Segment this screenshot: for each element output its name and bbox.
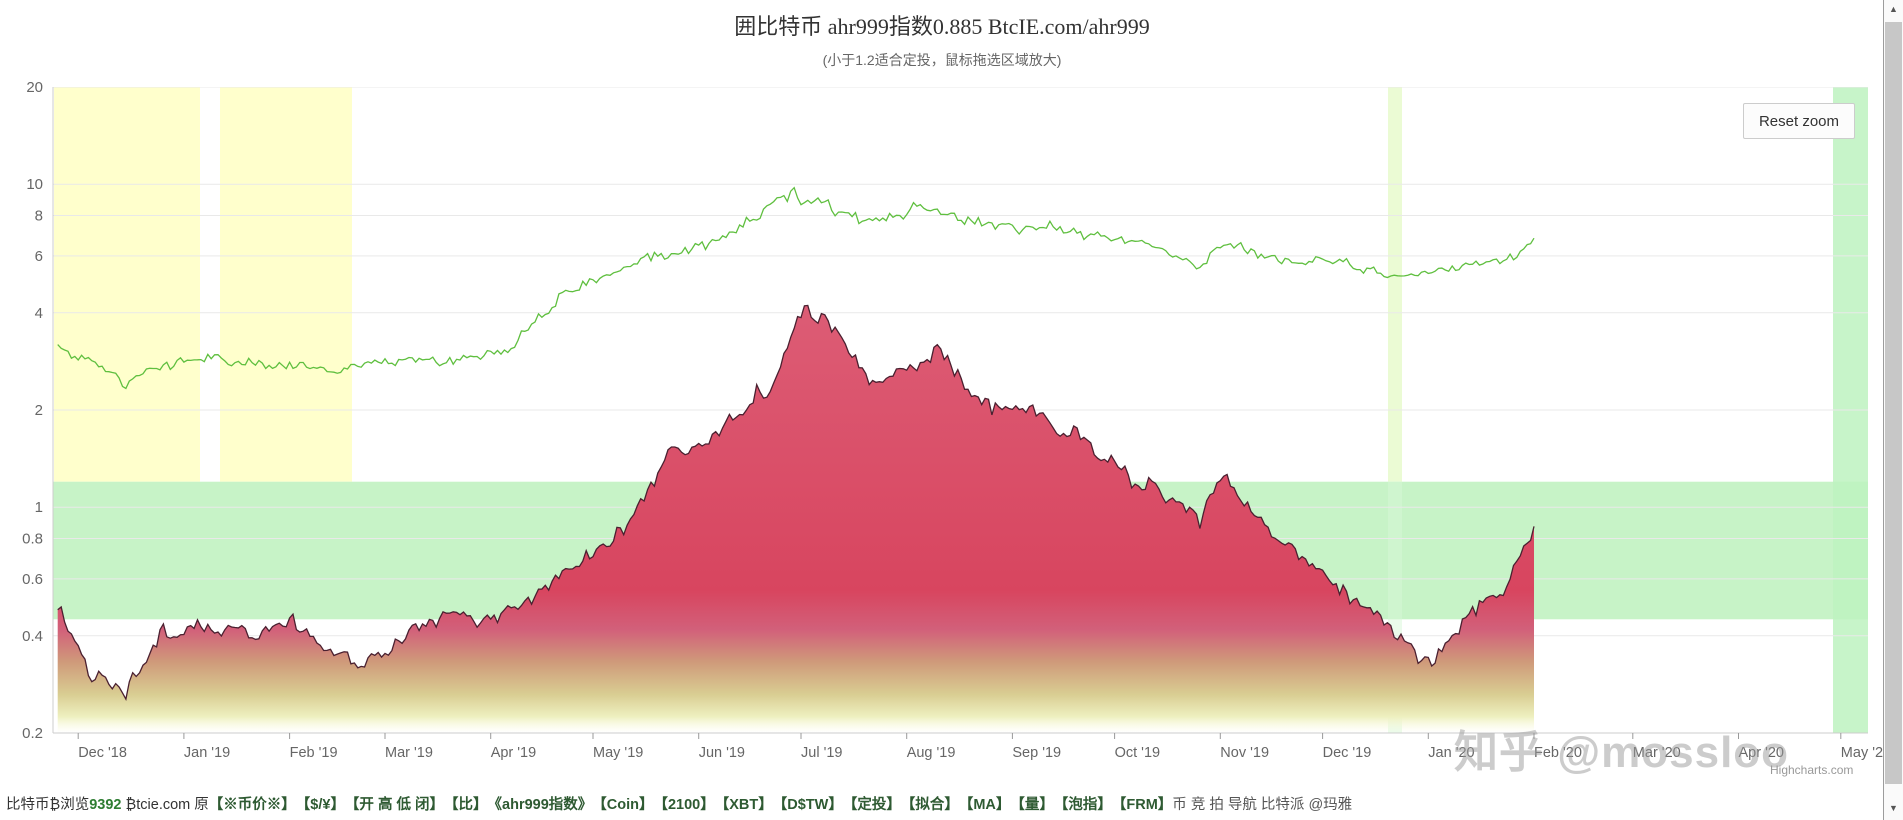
- svg-text:0.2: 0.2: [22, 725, 43, 742]
- svg-text:0.4: 0.4: [22, 628, 43, 645]
- svg-text:Dec '18: Dec '18: [78, 745, 127, 761]
- svg-text:8: 8: [35, 208, 43, 225]
- svg-text:Aug '19: Aug '19: [907, 745, 956, 761]
- svg-text:Apr '19: Apr '19: [491, 745, 537, 761]
- svg-text:10: 10: [26, 176, 43, 193]
- svg-text:Nov '19: Nov '19: [1220, 745, 1269, 761]
- svg-text:Jul '19: Jul '19: [801, 745, 842, 761]
- svg-text:1: 1: [35, 499, 43, 516]
- svg-text:Feb '19: Feb '19: [290, 745, 338, 761]
- svg-text:Jan '19: Jan '19: [184, 745, 230, 761]
- svg-text:4: 4: [35, 305, 43, 322]
- svg-text:20: 20: [26, 79, 43, 96]
- svg-text:Dec '19: Dec '19: [1323, 745, 1372, 761]
- svg-text:May '20: May '20: [1841, 745, 1884, 761]
- svg-text:Sep '19: Sep '19: [1012, 745, 1061, 761]
- svg-text:Oct '19: Oct '19: [1115, 745, 1160, 761]
- svg-text:0.8: 0.8: [22, 531, 43, 548]
- svg-text:2: 2: [35, 402, 43, 419]
- svg-text:Jun '19: Jun '19: [699, 745, 745, 761]
- svg-text:May '19: May '19: [593, 745, 643, 761]
- svg-text:6: 6: [35, 248, 43, 265]
- svg-text:Mar '19: Mar '19: [385, 745, 433, 761]
- svg-text:0.6: 0.6: [22, 571, 43, 588]
